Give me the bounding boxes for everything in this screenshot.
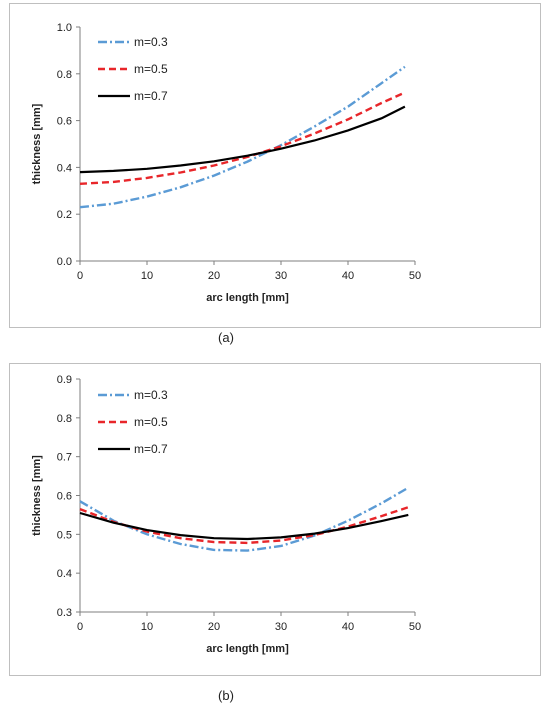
chart-b-series-m07-line: [79, 511, 409, 541]
chart-a-legend-label: m=0.5: [134, 62, 168, 76]
chart-b-x-tick-label: 10: [141, 621, 153, 633]
chart-b-x-axis-label: arc length [mm]: [206, 643, 289, 655]
chart-a-y-tick-label: 0.8: [57, 69, 72, 81]
chart-a-x-tick-label: 30: [275, 270, 287, 282]
chart-a-x-tick-label: 10: [141, 270, 153, 282]
chart-a-x-tick-label: 20: [208, 270, 220, 282]
chart-b-y-tick-label: 0.7: [57, 452, 72, 464]
chart-a-frame: [9, 3, 541, 328]
chart-b-caption: (b): [218, 688, 234, 703]
chart-a-series-m07-line: [79, 105, 406, 174]
chart-b-y-axis-label: thickness [mm]: [31, 455, 43, 536]
chart-b-y-tick-label: 0.9: [57, 374, 72, 386]
chart-b-x-tick-label: 0: [77, 621, 83, 633]
chart-b-y-tick-label: 0.5: [57, 529, 72, 541]
chart-b-frame: [9, 363, 541, 676]
chart-b-x-tick-label: 30: [275, 621, 287, 633]
chart-a-y-tick-label: 0.4: [57, 162, 72, 174]
chart-a-y-tick-label: 0.2: [57, 209, 72, 221]
chart-a-y-tick-label: 0.6: [57, 116, 72, 128]
chart-b-y-tick-label: 0.4: [57, 568, 72, 580]
chart-a-series-m03-line: [79, 65, 406, 209]
chart-a-legend-label: m=0.3: [134, 35, 168, 49]
chart-b-series-m03-line: [79, 486, 409, 552]
chart-a-x-tick-label: 0: [77, 270, 83, 282]
chart-a-x-tick-label: 40: [342, 270, 354, 282]
chart-a-x-axis-label: arc length [mm]: [206, 292, 289, 304]
chart-a-legend-label: m=0.7: [134, 89, 168, 103]
chart-a-y-tick-label: 1.0: [57, 22, 72, 34]
chart-a-caption: (a): [218, 330, 234, 345]
chart-b-legend-label: m=0.3: [134, 388, 168, 402]
chart-b-x-tick-label: 50: [409, 621, 421, 633]
chart-a-x-tick-label: 50: [409, 270, 421, 282]
chart-b-y-tick-label: 0.6: [57, 491, 72, 503]
chart-a-y-axis-label: thickness [mm]: [31, 103, 43, 184]
chart-a-y-tick-label: 0.0: [57, 256, 72, 268]
chart-b-x-tick-label: 40: [342, 621, 354, 633]
chart-b-y-tick-label: 0.8: [57, 413, 72, 425]
chart-b-y-tick-label: 0.3: [57, 607, 72, 619]
chart-b-x-tick-label: 20: [208, 621, 220, 633]
chart-a-series-m05-line: [79, 91, 406, 185]
chart-b-legend-label: m=0.5: [134, 415, 168, 429]
chart-b-legend-label: m=0.7: [134, 442, 168, 456]
